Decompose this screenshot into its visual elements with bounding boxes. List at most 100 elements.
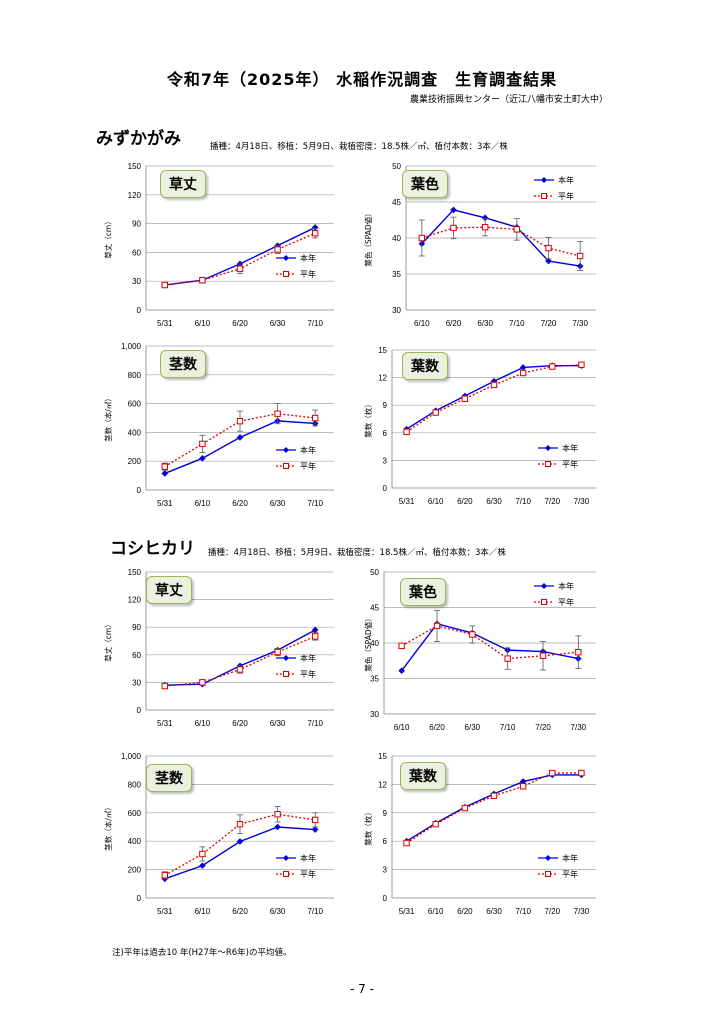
- x-tick-label: 7/30: [572, 319, 588, 328]
- x-tick-label: 7/10: [515, 907, 531, 916]
- y-tick-label: 200: [128, 457, 142, 466]
- x-tick-label: 6/30: [270, 499, 286, 508]
- legend-marker: [545, 855, 551, 861]
- series-line-current: [421, 209, 581, 267]
- data-point-average: [161, 682, 168, 690]
- x-tick-label: 6/10: [195, 719, 211, 728]
- y-tick-label: 9: [383, 401, 388, 410]
- data-point-average: [545, 244, 552, 252]
- x-tick-label: 6/10: [428, 497, 444, 506]
- y-tick-label: 0: [137, 894, 142, 903]
- x-tick-label: 6/20: [232, 499, 248, 508]
- y-tick-label: 0: [137, 486, 142, 495]
- x-tick-label: 6/10: [414, 319, 430, 328]
- chart-svg: 0 3 6 9 12 15 5/31 6/10 6/20 6/30 7/10 7/20 7/30 葉数（枚…: [363, 346, 596, 506]
- series-line-average: [164, 413, 316, 468]
- x-tick-label: 7/30: [574, 497, 590, 506]
- y-tick-label: 400: [128, 428, 142, 437]
- data-point-average: [519, 369, 527, 377]
- y-tick-label: 90: [132, 623, 141, 632]
- y-tick-label: 60: [132, 248, 141, 257]
- x-tick-label: 6/30: [270, 719, 286, 728]
- data-point-average: [549, 363, 556, 370]
- x-tick-label: 5/31: [399, 907, 415, 916]
- legend-marker: [283, 271, 289, 277]
- y-tick-label: 0: [137, 306, 142, 315]
- y-tick-label: 40: [370, 639, 379, 648]
- data-point-current: [311, 224, 319, 231]
- chart-koshihikari-leaf-color: 30 35 40 45 50 6/10 6/20 6/30 7/10 7/20 7/30 葉色（SPA…: [362, 566, 606, 740]
- x-tick-label: 7/10: [515, 497, 531, 506]
- x-tick-label: 6/20: [232, 319, 248, 328]
- y-tick-label: 50: [370, 568, 379, 577]
- series-line-average: [164, 232, 316, 286]
- y-tick-label: 3: [383, 866, 388, 875]
- legend-label: 平年: [558, 191, 574, 201]
- chart-tag-label: 茎数: [146, 764, 192, 792]
- data-point-average: [312, 414, 319, 422]
- data-point-current: [311, 626, 319, 634]
- y-tick-label: 15: [378, 346, 387, 355]
- section-name-mizukagami: みずかがみ: [96, 129, 181, 149]
- legend-marker: [283, 463, 289, 469]
- legend-label: 平年: [558, 597, 574, 607]
- x-tick-label: 6/30: [486, 497, 502, 506]
- x-tick-label: 6/10: [195, 319, 211, 328]
- chart-koshihikari-stem-count: 0 200 400 600 800 1,000 5/31 6/10 6/20 6/30 7/10 茎数…: [102, 750, 346, 924]
- data-point-current: [199, 455, 206, 462]
- page-title: 令和7年（2025年） 水稲作況調査 生育調査結果: [166, 70, 558, 89]
- legend-marker: [541, 583, 547, 589]
- legend-label: 本年: [562, 443, 578, 453]
- y-axis-label: 葉数（枚）: [363, 400, 373, 438]
- x-tick-label: 7/10: [509, 319, 525, 328]
- y-tick-label: 45: [392, 198, 401, 207]
- y-tick-label: 3: [383, 456, 388, 465]
- legend-label: 本年: [300, 253, 316, 263]
- legend-marker: [283, 871, 289, 877]
- data-point-average: [274, 410, 281, 417]
- series-line-current: [164, 226, 316, 286]
- legend-marker: [541, 177, 547, 183]
- data-point-average: [403, 839, 410, 847]
- y-tick-label: 12: [378, 374, 387, 383]
- y-tick-label: 45: [370, 604, 379, 613]
- y-tick-label: 120: [128, 191, 142, 200]
- section-conditions-mizukagami: 播種：4月18日、移植：5月9日、栽植密度：18.5株／㎡、植付本数：3本／株: [210, 142, 508, 152]
- data-point-current: [311, 826, 319, 833]
- y-axis-label: 葉数（枚）: [363, 808, 373, 846]
- y-tick-label: 9: [383, 809, 388, 818]
- data-point-average: [161, 463, 168, 470]
- x-tick-label: 6/20: [446, 319, 462, 328]
- data-point-average: [236, 417, 244, 425]
- y-tick-label: 600: [128, 400, 142, 409]
- data-point-average: [398, 642, 405, 650]
- data-point-average: [432, 409, 439, 416]
- legend-marker: [283, 447, 289, 453]
- chart-svg: 0 200 400 600 800 1,000 5/31 6/10 6/20 6/30 7/10 茎数…: [103, 752, 334, 916]
- chart-mizukagami-leaf-color: 30 35 40 45 50 6/10 6/20 6/30 7/10 7/20 7/30 葉色（SPA…: [362, 160, 606, 336]
- legend-label: 本年: [558, 175, 574, 185]
- y-tick-label: 6: [383, 429, 388, 438]
- y-tick-label: 30: [132, 277, 141, 286]
- y-tick-label: 6: [383, 837, 388, 846]
- chart-mizukagami-stem-count: 0 200 400 600 800 1,000 5/31 6/10 6/20 6/30 7/10 茎数…: [102, 340, 346, 516]
- y-tick-label: 120: [128, 596, 142, 605]
- chart-svg: 0 200 400 600 800 1,000 5/31 6/10 6/20 6/30 7/10 茎数…: [103, 342, 334, 508]
- y-axis-label: 葉色（SPAD値）: [363, 614, 373, 671]
- legend-marker: [283, 671, 289, 677]
- y-tick-label: 0: [383, 894, 388, 903]
- x-tick-label: 6/10: [195, 907, 211, 916]
- data-point-current: [519, 364, 527, 371]
- chart-koshihikari-plant-height: 0 30 60 90 120 150 5/31 6/10 6/20 6/30 7/10 草丈（cm） 本…: [102, 566, 346, 736]
- x-tick-label: 7/10: [307, 319, 323, 328]
- legend-marker: [541, 193, 547, 199]
- legend-marker: [283, 855, 289, 861]
- data-point-current: [274, 823, 281, 831]
- data-point-average: [199, 440, 206, 448]
- y-tick-label: 150: [128, 162, 142, 171]
- data-point-average: [199, 679, 206, 686]
- y-axis-label: 茎数（本/㎡）: [103, 803, 113, 851]
- data-point-average: [575, 649, 582, 656]
- data-point-average: [513, 226, 521, 233]
- y-tick-label: 150: [128, 568, 142, 577]
